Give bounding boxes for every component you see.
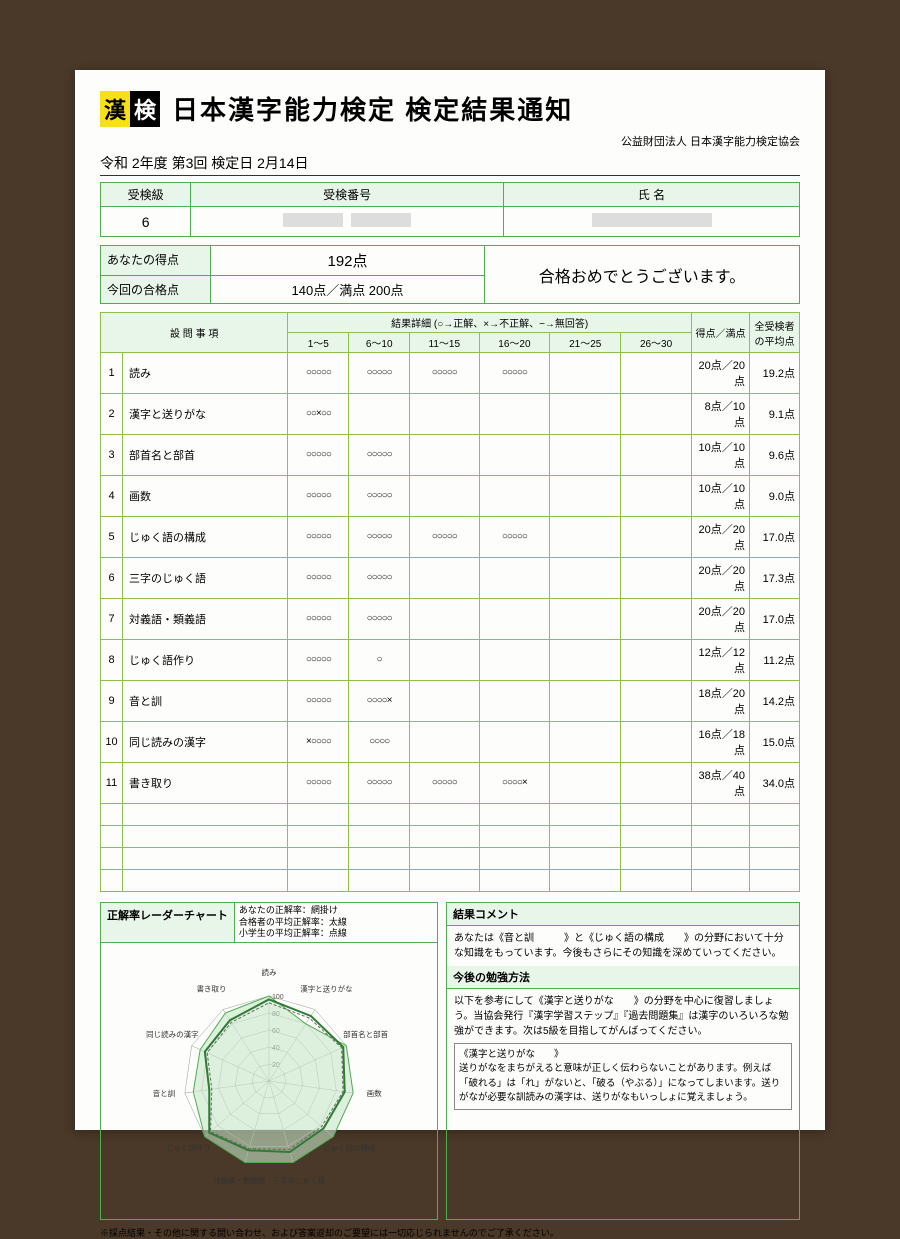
svg-text:書き取り: 書き取り [197,984,227,994]
detail-table: 設 問 事 項 結果詳細 (○→正解、×→不正解、−→無回答) 得点／満点 全受… [100,312,800,892]
header: 漢 検 日本漢字能力検定 検定結果通知 [100,90,800,127]
svg-text:部首名と部首: 部首名と部首 [343,1029,388,1039]
table-row-empty [101,804,800,826]
range-header: 6〜10 [349,333,410,353]
svg-text:音と訓: 音と訓 [153,1088,176,1098]
pass-message: 合格おめでとうございます。 [485,245,800,304]
avg-header: 全受検者の平均点 [750,313,800,353]
comment-body-1: あなたは《音と訓 》と《じゅく語の構成 》の分野において十分な知識をもっています… [447,926,799,966]
svg-text:同じ読みの漢字: 同じ読みの漢字 [146,1029,199,1039]
bottom-section: 正解率レーダーチャート あなたの正解率：網掛け 合格者の平均正解率：太線 小学生… [100,902,800,1220]
range-header: 21〜25 [550,333,621,353]
document-title: 日本漢字能力検定 検定結果通知 [172,90,573,127]
comment-title-1: 結果コメント [447,903,799,926]
table-row: 11書き取り○○○○○○○○○○○○○○○○○○○×38点／40点34.0点 [101,763,800,804]
range-header: 1〜5 [288,333,349,353]
name-value [504,207,800,237]
table-row: 8じゅく語作り○○○○○○12点／12点11.2点 [101,640,800,681]
sub-title: 《漢字と送りがな 》 [459,1048,787,1062]
radar-box: 正解率レーダーチャート あなたの正解率：網掛け 合格者の平均正解率：太線 小学生… [100,902,438,1220]
legend-student: 小学生の平均正解率：点線 [239,928,347,940]
table-row: 7対義語・類義語○○○○○○○○○○20点／20点17.0点 [101,599,800,640]
range-header: 11〜15 [410,333,479,353]
kanken-logo: 漢 検 [100,91,160,127]
comment-title-2: 今後の勉強方法 [447,966,799,989]
comment-box: 結果コメント あなたは《音と訓 》と《じゅく語の構成 》の分野において十分な知識… [446,902,800,1220]
svg-text:漢字と送りがな: 漢字と送りがな [300,984,353,994]
radar-chart-svg: 20406080100読み漢字と送りがな部首名と部首画数じゅく語の構成三字のじゅ… [109,951,429,1211]
examno-header: 受検番号 [191,183,504,207]
footnote: ※採点結果・その他に関する問い合わせ、および答案返却のご要望には一切応じられませ… [100,1226,800,1239]
examinee-info-table: 受検級 受検番号 氏 名 6 [100,182,800,237]
exam-date: 令和 2年度 第3回 検定日 2月14日 [100,153,800,176]
radar-title: 正解率レーダーチャート [101,903,235,942]
table-row-empty [101,870,800,892]
score-header: 得点／満点 [692,313,750,353]
table-row: 3部首名と部首○○○○○○○○○○10点／10点9.6点 [101,435,800,476]
radar-legend: あなたの正解率：網掛け 合格者の平均正解率：太線 小学生の平均正解率：点線 [235,903,351,942]
result-sheet: 漢 検 日本漢字能力検定 検定結果通知 公益財団法人 日本漢字能力検定協会 令和… [75,70,825,1130]
score-block: あなたの得点 192点 今回の合格点 140点／満点 200点 合格おめでとうご… [100,245,800,304]
name-header: 氏 名 [504,183,800,207]
table-row-empty [101,826,800,848]
level-value: 6 [101,207,191,237]
comment-body-2: 以下を参考にして《漢字と送りがな 》の分野を中心に復習しましょう。当協会発行『漢… [447,989,799,1115]
organization: 公益財団法人 日本漢字能力検定協会 [100,133,800,149]
svg-text:じゅく語の構成: じゅく語の構成 [323,1143,376,1153]
legend-passer: 合格者の平均正解率：太線 [239,917,347,929]
level-header: 受検級 [101,183,191,207]
svg-text:三字のじゅく語: 三字のじゅく語 [273,1175,326,1185]
pass-score-value: 140点／満点 200点 [211,276,484,303]
logo-char-2: 検 [130,91,160,127]
table-row: 6三字のじゅく語○○○○○○○○○○20点／20点17.3点 [101,558,800,599]
category-header: 設 問 事 項 [101,313,288,353]
logo-char-1: 漢 [100,91,130,127]
svg-text:画数: 画数 [367,1088,382,1098]
range-header: 16〜20 [479,333,550,353]
table-row-empty [101,848,800,870]
table-row: 5じゅく語の構成○○○○○○○○○○○○○○○○○○○○20点／20点17.0点 [101,517,800,558]
legend-your: あなたの正解率：網掛け [239,905,347,917]
result-detail-header: 結果詳細 (○→正解、×→不正解、−→無回答) [288,313,692,333]
table-row: 4画数○○○○○○○○○○10点／10点9.0点 [101,476,800,517]
your-score-label: あなたの得点 [101,246,211,275]
svg-text:じゅく語作り: じゅく語作り [166,1143,211,1153]
table-row: 9音と訓○○○○○○○○○×18点／20点14.2点 [101,681,800,722]
sub-body: 送りがなをまちがえると意味が正しく伝わらないことがあります。例えば「破れる」は「… [459,1062,787,1105]
pass-score-label: 今回の合格点 [101,276,211,303]
range-header: 26〜30 [621,333,692,353]
table-row: 1読み○○○○○○○○○○○○○○○○○○○○20点／20点19.2点 [101,353,800,394]
svg-text:対義語・類義語: 対義語・類義語 [213,1175,266,1185]
examno-value [191,207,504,237]
table-row: 2漢字と送りがな○○×○○8点／10点9.1点 [101,394,800,435]
table-row: 10同じ読みの漢字×○○○○○○○○16点／18点15.0点 [101,722,800,763]
your-score-value: 192点 [211,246,484,275]
svg-text:読み: 読み [262,967,277,977]
